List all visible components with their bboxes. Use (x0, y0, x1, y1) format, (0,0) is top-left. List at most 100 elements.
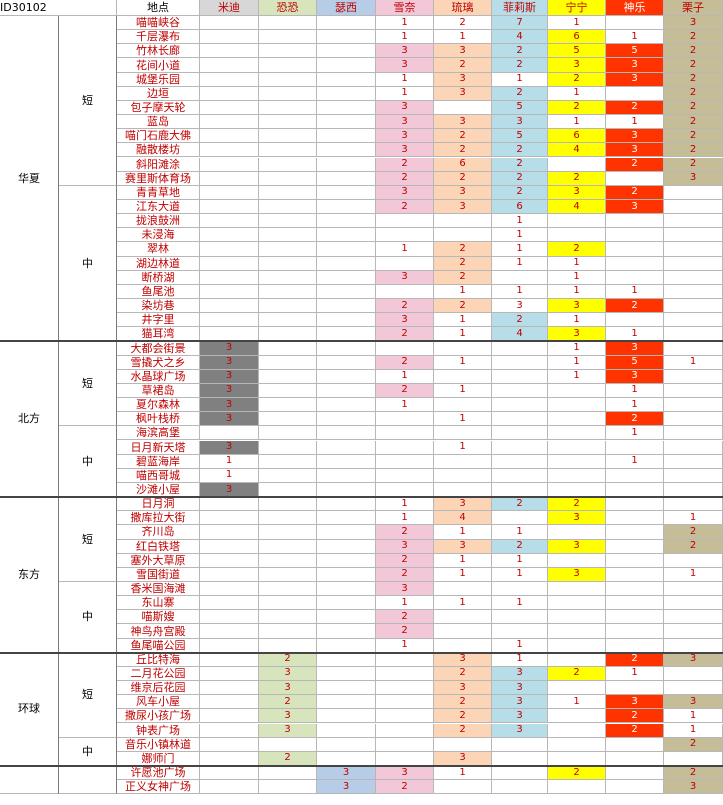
score-cell[interactable]: 1 (606, 454, 664, 469)
score-cell[interactable]: 3 (376, 185, 434, 200)
score-cell[interactable] (664, 228, 723, 243)
score-cell[interactable]: 2 (548, 72, 606, 87)
location-cell[interactable]: 丘比特海 (117, 652, 200, 667)
score-cell[interactable]: 3 (548, 327, 606, 342)
score-cell[interactable] (606, 681, 664, 696)
score-cell[interactable] (376, 440, 434, 455)
score-cell[interactable]: 2 (376, 383, 434, 399)
score-cell[interactable]: 3 (492, 681, 548, 696)
score-cell[interactable] (317, 426, 376, 441)
score-cell[interactable] (317, 398, 376, 413)
score-cell[interactable]: 1 (492, 525, 548, 540)
score-cell[interactable] (259, 157, 317, 172)
score-cell[interactable]: 2 (434, 171, 492, 186)
score-cell[interactable] (259, 539, 317, 554)
score-cell[interactable]: 1 (376, 369, 434, 384)
score-cell[interactable] (606, 765, 664, 781)
score-cell[interactable] (317, 695, 376, 710)
score-cell[interactable]: 3 (376, 143, 434, 158)
score-cell[interactable]: 6 (548, 129, 606, 144)
score-cell[interactable] (200, 666, 259, 682)
score-cell[interactable] (317, 327, 376, 342)
score-cell[interactable]: 3 (376, 582, 434, 597)
score-cell[interactable] (376, 751, 434, 766)
score-cell[interactable]: 1 (606, 426, 664, 441)
score-cell[interactable] (606, 737, 664, 752)
score-cell[interactable] (259, 72, 317, 87)
score-cell[interactable]: 1 (434, 383, 492, 399)
score-cell[interactable] (200, 86, 259, 101)
score-cell[interactable] (317, 72, 376, 87)
score-cell[interactable] (376, 666, 434, 682)
location-cell[interactable]: 千层瀑布 (117, 30, 200, 45)
score-cell[interactable]: 1 (434, 355, 492, 370)
score-cell[interactable] (317, 157, 376, 172)
score-cell[interactable] (606, 468, 664, 483)
score-cell[interactable] (317, 313, 376, 328)
score-cell[interactable]: 1 (492, 553, 548, 568)
score-cell[interactable] (606, 751, 664, 766)
score-cell[interactable] (548, 440, 606, 455)
location-cell[interactable]: 断桥湖 (117, 270, 200, 285)
score-cell[interactable] (200, 270, 259, 285)
score-cell[interactable] (606, 228, 664, 243)
location-cell[interactable]: 沙滩小屋 (117, 482, 200, 498)
score-cell[interactable]: 2 (548, 100, 606, 116)
score-cell[interactable] (664, 751, 723, 766)
score-cell[interactable]: 3 (376, 765, 434, 781)
score-cell[interactable]: 2 (492, 157, 548, 172)
distance-cell[interactable]: 短 (59, 652, 117, 738)
location-cell[interactable]: 边垣 (117, 86, 200, 101)
score-cell[interactable]: 1 (376, 86, 434, 101)
score-cell[interactable] (259, 214, 317, 229)
score-cell[interactable] (664, 624, 723, 639)
score-cell[interactable]: 2 (434, 695, 492, 710)
score-cell[interactable] (664, 582, 723, 597)
score-cell[interactable]: 1 (548, 341, 606, 356)
score-cell[interactable] (376, 695, 434, 710)
score-cell[interactable]: 5 (492, 129, 548, 144)
score-cell[interactable]: 3 (376, 100, 434, 116)
score-cell[interactable] (606, 313, 664, 328)
location-cell[interactable]: 神鸟舟宫殿 (117, 624, 200, 639)
score-cell[interactable] (434, 369, 492, 384)
score-cell[interactable]: 1 (548, 284, 606, 299)
score-cell[interactable]: 2 (376, 567, 434, 582)
distance-cell[interactable]: 短 (59, 497, 117, 582)
score-cell[interactable]: 2 (664, 100, 723, 116)
score-cell[interactable] (664, 596, 723, 611)
distance-cell[interactable]: 中 (59, 185, 117, 342)
score-cell[interactable]: 2 (376, 355, 434, 370)
score-cell[interactable]: 1 (548, 16, 606, 31)
score-cell[interactable] (259, 482, 317, 498)
score-cell[interactable] (259, 327, 317, 342)
score-cell[interactable]: 1 (548, 695, 606, 710)
score-cell[interactable]: 1 (548, 256, 606, 271)
score-cell[interactable] (317, 228, 376, 243)
score-cell[interactable]: 2 (376, 780, 434, 795)
location-cell[interactable]: 香米国海滩 (117, 582, 200, 597)
score-cell[interactable] (492, 737, 548, 752)
score-cell[interactable] (664, 383, 723, 399)
score-cell[interactable] (259, 383, 317, 399)
location-cell[interactable]: 红白铁塔 (117, 539, 200, 554)
score-cell[interactable] (200, 284, 259, 299)
score-cell[interactable] (606, 610, 664, 625)
location-cell[interactable]: 碧蓝海岸 (117, 454, 200, 469)
score-cell[interactable] (317, 525, 376, 540)
score-cell[interactable]: 2 (376, 299, 434, 314)
score-cell[interactable] (664, 553, 723, 568)
score-cell[interactable] (548, 398, 606, 413)
character-header-2[interactable]: 瑟西 (317, 0, 376, 16)
score-cell[interactable]: 2 (548, 497, 606, 512)
score-cell[interactable]: 1 (664, 355, 723, 370)
score-cell[interactable] (200, 327, 259, 342)
score-cell[interactable] (317, 214, 376, 229)
score-cell[interactable]: 2 (548, 666, 606, 682)
score-cell[interactable]: 1 (492, 228, 548, 243)
score-cell[interactable]: 1 (492, 567, 548, 582)
score-cell[interactable] (376, 709, 434, 724)
score-cell[interactable] (317, 511, 376, 526)
score-cell[interactable]: 3 (606, 341, 664, 356)
score-cell[interactable] (492, 511, 548, 526)
